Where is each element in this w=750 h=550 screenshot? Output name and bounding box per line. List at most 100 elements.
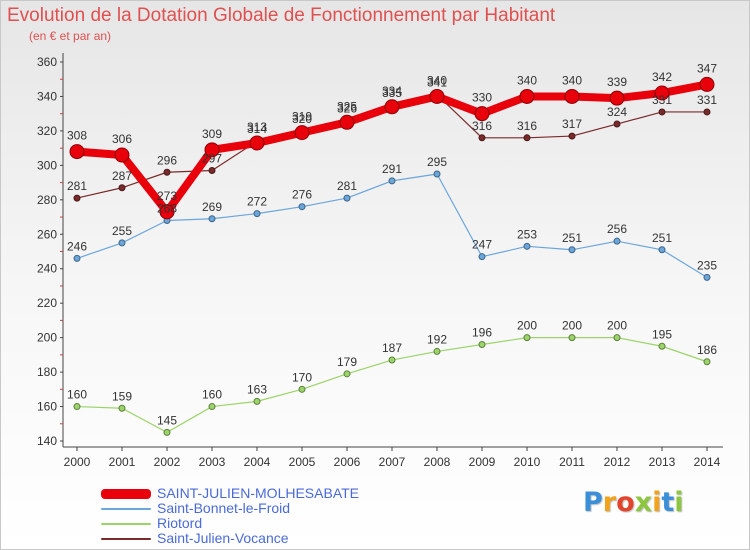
- data-point-saint-julien-vocance: [523, 134, 531, 142]
- legend-label: Saint-Bonnet-le-Froid: [157, 500, 291, 516]
- data-point-riotord: [388, 356, 396, 364]
- data-label-riotord: 163: [247, 382, 267, 396]
- legend-label: Riotord: [157, 515, 203, 531]
- data-label-saint-julien-vocance: 287: [112, 169, 132, 183]
- data-label-saint-julien-vocance: 314: [247, 122, 267, 136]
- data-point-saint-julien-molhesabate: [654, 85, 670, 101]
- data-label-saint-bonnet-le-froid: 253: [517, 227, 537, 241]
- data-point-riotord: [433, 347, 441, 355]
- data-point-saint-julien-molhesabate: [429, 88, 445, 104]
- x-tick-label: 2007: [379, 455, 406, 469]
- data-point-saint-bonnet-le-froid: [73, 254, 81, 262]
- data-point-saint-julien-vocance: [613, 120, 621, 128]
- data-label-saint-julien-molhesabate: 330: [472, 91, 492, 105]
- data-point-saint-julien-vocance: [208, 167, 216, 175]
- y-tick-label: 140: [37, 434, 57, 448]
- data-point-saint-julien-molhesabate: [294, 125, 310, 141]
- data-label-riotord: 192: [427, 332, 447, 346]
- data-label-riotord: 187: [382, 341, 402, 355]
- x-tick-label: 2001: [109, 455, 136, 469]
- data-point-saint-bonnet-le-froid: [433, 170, 441, 178]
- data-point-saint-julien-vocance: [163, 168, 171, 176]
- legend-swatch: [101, 523, 151, 525]
- data-point-saint-julien-molhesabate: [204, 142, 220, 158]
- legend-item: Riotord: [101, 515, 421, 531]
- data-point-riotord: [658, 342, 666, 350]
- logo-letter: x: [634, 487, 653, 518]
- x-tick-label: 2009: [469, 455, 496, 469]
- data-label-saint-julien-vocance: 297: [202, 152, 222, 166]
- data-point-riotord: [703, 358, 711, 366]
- data-point-saint-julien-vocance: [478, 134, 486, 142]
- data-label-riotord: 200: [562, 319, 582, 333]
- data-point-saint-julien-vocance: [73, 194, 81, 202]
- data-point-riotord: [253, 397, 261, 405]
- x-tick-label: 2003: [199, 455, 226, 469]
- data-point-saint-julien-molhesabate: [564, 88, 580, 104]
- data-point-saint-bonnet-le-froid: [613, 237, 621, 245]
- data-point-saint-julien-molhesabate: [609, 90, 625, 106]
- data-point-saint-bonnet-le-froid: [298, 203, 306, 211]
- x-tick-label: 2000: [64, 455, 91, 469]
- data-label-saint-julien-vocance: 324: [607, 105, 627, 119]
- data-label-riotord: 195: [652, 327, 672, 341]
- data-point-riotord: [613, 334, 621, 342]
- data-label-saint-julien-molhesabate: 340: [427, 73, 447, 87]
- data-label-saint-julien-molhesabate: 339: [607, 75, 627, 89]
- y-tick-label: 300: [37, 158, 57, 172]
- data-point-saint-bonnet-le-froid: [118, 239, 126, 247]
- data-point-saint-bonnet-le-froid: [703, 273, 711, 281]
- x-tick-label: 2014: [694, 455, 721, 469]
- y-tick-label: 360: [37, 55, 57, 69]
- x-tick-label: 2013: [649, 455, 676, 469]
- data-label-saint-bonnet-le-froid: 272: [247, 195, 267, 209]
- data-point-saint-julien-molhesabate: [384, 99, 400, 115]
- data-point-riotord: [478, 341, 486, 349]
- legend-item: SAINT-JULIEN-MOLHESABATE: [101, 485, 421, 501]
- data-point-saint-julien-vocance: [703, 108, 711, 116]
- x-tick-label: 2012: [604, 455, 631, 469]
- data-point-saint-julien-molhesabate: [699, 76, 715, 92]
- legend-label: Saint-Julien-Vocance: [157, 530, 289, 546]
- data-label-saint-julien-molhesabate: 340: [517, 73, 537, 87]
- y-tick-label: 200: [37, 331, 57, 345]
- data-label-saint-julien-vocance: 335: [382, 86, 402, 100]
- data-point-saint-bonnet-le-froid: [523, 242, 531, 250]
- data-label-saint-julien-vocance: 296: [157, 153, 177, 167]
- data-point-saint-bonnet-le-froid: [343, 194, 351, 202]
- data-label-saint-julien-vocance: 316: [472, 119, 492, 133]
- data-point-riotord: [163, 428, 171, 436]
- logo-letter: P: [583, 487, 603, 518]
- proxiti-logo: Proxiti: [583, 487, 684, 518]
- y-tick-label: 320: [37, 124, 57, 138]
- data-label-saint-julien-vocance: 281: [67, 179, 87, 193]
- data-label-riotord: 179: [337, 355, 357, 369]
- data-label-saint-bonnet-le-froid: 255: [112, 224, 132, 238]
- data-label-saint-bonnet-le-froid: 295: [427, 155, 447, 169]
- data-point-riotord: [118, 404, 126, 412]
- data-point-saint-julien-vocance: [658, 108, 666, 116]
- y-tick-label: 260: [37, 227, 57, 241]
- x-tick-label: 2002: [154, 455, 181, 469]
- y-tick-label: 340: [37, 89, 57, 103]
- data-label-riotord: 145: [157, 413, 177, 427]
- x-tick-label: 2004: [244, 455, 271, 469]
- data-label-saint-bonnet-le-froid: 268: [157, 201, 177, 215]
- data-label-riotord: 160: [67, 388, 87, 402]
- data-point-saint-julien-molhesabate: [474, 106, 490, 122]
- logo-letter: i: [674, 487, 684, 518]
- legend-label: SAINT-JULIEN-MOLHESABATE: [157, 485, 360, 501]
- data-label-riotord: 200: [607, 319, 627, 333]
- logo-letter: o: [616, 487, 635, 518]
- legend-swatch: [101, 508, 151, 510]
- data-label-saint-julien-molhesabate: 306: [112, 132, 132, 146]
- data-point-saint-julien-vocance: [118, 184, 126, 192]
- data-label-saint-julien-molhesabate: 309: [202, 127, 222, 141]
- data-label-saint-bonnet-le-froid: 256: [607, 222, 627, 236]
- data-label-saint-julien-molhesabate: 273: [157, 189, 177, 203]
- logo-letter: t: [661, 487, 675, 518]
- data-label-riotord: 186: [697, 343, 717, 357]
- data-label-saint-julien-vocance: 320: [292, 112, 312, 126]
